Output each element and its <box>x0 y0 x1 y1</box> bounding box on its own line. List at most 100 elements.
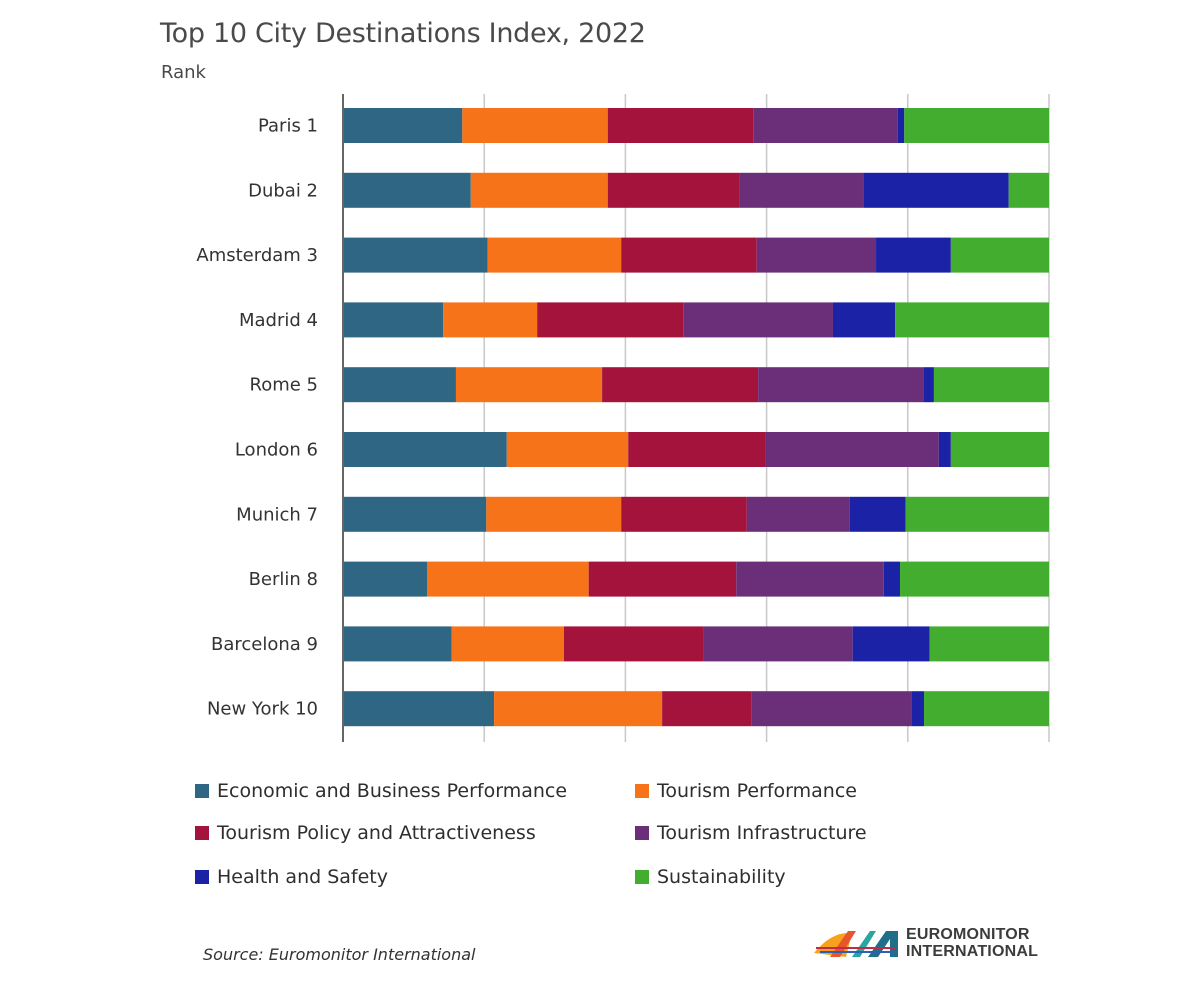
legend-swatch <box>195 870 209 884</box>
category-label: London 6 <box>235 440 318 461</box>
bar-segment <box>933 367 1049 403</box>
legend-label: Tourism Performance <box>657 780 857 802</box>
logo-line2: INTERNATIONAL <box>906 943 1039 960</box>
bar-segment <box>883 561 901 597</box>
legend-swatch <box>195 784 209 798</box>
bar-segment <box>938 432 951 467</box>
category-label: Dubai 2 <box>248 180 318 201</box>
bar-segment <box>343 108 463 143</box>
legend-item: Health and Safety <box>195 866 388 888</box>
stacked-bar-chart: Paris 1 Dubai 2 Amsterdam 3 Madrid 4 Rome 5 L… <box>196 94 1050 742</box>
bar-segment <box>537 302 684 338</box>
legend-label: Tourism Policy and Attractiveness <box>217 822 536 844</box>
logo-mark-icon <box>814 931 898 957</box>
bars <box>343 108 1049 727</box>
bar-row <box>343 496 1049 532</box>
legend-swatch <box>635 826 649 840</box>
category-label: Amsterdam 3 <box>196 245 318 266</box>
chart-title: Top 10 City Destinations Index, 2022 <box>160 18 646 49</box>
bar-segment <box>343 691 495 727</box>
bar-segment <box>343 496 487 532</box>
bar-segment <box>443 302 538 338</box>
bar-row <box>343 367 1049 403</box>
bar-row <box>343 237 1049 273</box>
bar-row <box>343 561 1049 597</box>
bar-segment <box>905 496 1049 532</box>
bar-row <box>343 626 1049 662</box>
bar-segment <box>923 367 934 403</box>
category-label: Barcelona 9 <box>211 634 318 655</box>
legend-item: Economic and Business Performance <box>195 780 567 802</box>
bar-segment <box>753 108 898 143</box>
bar-segment <box>470 172 608 208</box>
chart-subtitle: Rank <box>161 62 206 83</box>
bar-row <box>343 108 1049 143</box>
legend-item: Tourism Infrastructure <box>635 822 867 844</box>
bar-segment <box>756 237 877 273</box>
bar-segment <box>703 626 853 662</box>
bar-segment <box>607 172 740 208</box>
bar-segment <box>602 367 759 403</box>
bar-segment <box>494 691 663 727</box>
bar-segment <box>852 626 930 662</box>
bar-segment <box>343 367 456 403</box>
bar-segment <box>455 367 603 403</box>
bar-segment <box>462 108 608 143</box>
bar-segment <box>343 626 452 662</box>
bar-segment <box>588 561 737 597</box>
category-label: Rome 5 <box>250 375 319 396</box>
bar-segment <box>832 302 896 338</box>
bar-segment <box>863 172 1009 208</box>
category-label: New York 10 <box>207 699 318 720</box>
category-label: Madrid 4 <box>239 310 318 331</box>
bar-segment <box>900 561 1049 597</box>
bar-segment <box>343 302 444 338</box>
bar-segment <box>628 432 766 467</box>
legend-label: Sustainability <box>657 866 786 888</box>
legend-label: Economic and Business Performance <box>217 780 568 802</box>
bar-segment <box>765 432 939 467</box>
legend-item: Tourism Policy and Attractiveness <box>195 822 536 844</box>
category-label: Paris 1 <box>258 116 318 137</box>
bar-segment <box>911 691 925 727</box>
bar-segment <box>683 302 833 338</box>
bar-segment <box>486 496 622 532</box>
bar-segment <box>427 561 589 597</box>
bar-segment <box>343 172 471 208</box>
bar-segment <box>736 561 884 597</box>
bar-segment <box>621 237 757 273</box>
bar-segment <box>1008 172 1049 208</box>
bar-segment <box>343 237 488 273</box>
bar-segment <box>451 626 564 662</box>
bar-segment <box>662 691 752 727</box>
bar-segment <box>904 108 1049 143</box>
bar-segment <box>506 432 629 467</box>
bar-segment <box>929 626 1049 662</box>
bar-segment <box>563 626 704 662</box>
bar-row <box>343 172 1049 208</box>
bar-segment <box>751 691 912 727</box>
bar-segment <box>849 496 906 532</box>
bar-segment <box>739 172 864 208</box>
category-label: Munich 7 <box>236 504 318 525</box>
legend-item: Sustainability <box>635 866 786 888</box>
bar-segment <box>950 432 1049 467</box>
legend-swatch <box>195 826 209 840</box>
bar-segment <box>343 432 507 467</box>
bar-segment <box>746 496 850 532</box>
bar-segment <box>924 691 1049 727</box>
source-note: Source: Euromonitor International <box>203 945 476 964</box>
bar-segment <box>487 237 622 273</box>
bar-segment <box>621 496 747 532</box>
logo-line1: EUROMONITOR <box>906 926 1030 943</box>
bar-row <box>343 691 1049 727</box>
bar-segment <box>758 367 924 403</box>
bar-segment <box>343 561 428 597</box>
bar-segment <box>876 237 951 273</box>
bar-row <box>343 302 1049 338</box>
bar-segment <box>950 237 1049 273</box>
legend-label: Tourism Infrastructure <box>657 822 867 844</box>
legend-swatch <box>635 784 649 798</box>
bar-row <box>343 432 1049 467</box>
legend-swatch <box>635 870 649 884</box>
